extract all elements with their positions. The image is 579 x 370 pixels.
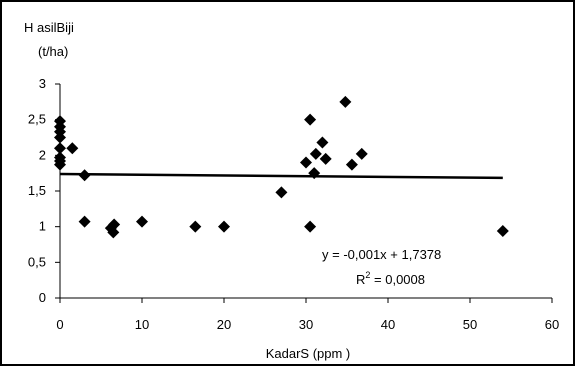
- data-points: [54, 95, 509, 239]
- x-tick-label: 50: [463, 317, 477, 332]
- y-tick-label: 2,5: [28, 112, 46, 127]
- data-point: [308, 167, 321, 180]
- y-tick-label: 3: [39, 76, 46, 91]
- x-tick-label: 0: [56, 317, 63, 332]
- y-tick-labels: 0 0,5 1 1,5 2 2,5 3: [28, 76, 46, 305]
- data-point: [54, 131, 66, 144]
- y-axis-label-line2: (t/ha): [38, 44, 68, 59]
- data-point: [218, 220, 230, 233]
- x-tick-label: 60: [545, 317, 559, 332]
- y-tick-label: 0,5: [28, 254, 46, 269]
- data-point: [136, 215, 148, 228]
- data-point: [107, 226, 120, 239]
- x-tick-label: 10: [135, 317, 149, 332]
- x-tick-label: 40: [381, 317, 395, 332]
- data-point: [275, 186, 288, 199]
- data-point: [496, 224, 509, 237]
- x-axis-label: KadarS (ppm ): [266, 346, 351, 361]
- x-tick-labels: 0 10 20 30 40 50 60: [56, 317, 559, 332]
- data-point: [309, 147, 322, 160]
- y-tick-label: 0: [39, 290, 46, 305]
- data-point: [78, 169, 91, 182]
- data-point: [54, 158, 66, 171]
- y-tick-label: 1: [39, 219, 46, 234]
- data-point: [108, 218, 121, 231]
- data-point: [78, 215, 91, 228]
- y-tick-label: 1,5: [28, 183, 46, 198]
- x-tick-label: 30: [299, 317, 313, 332]
- data-point: [319, 152, 332, 165]
- data-point: [304, 113, 317, 126]
- data-point: [304, 220, 317, 233]
- y-axis-label-line1: H asilBiji: [24, 20, 74, 35]
- data-point: [54, 142, 66, 155]
- data-point: [316, 136, 329, 149]
- x-tick-label: 20: [217, 317, 231, 332]
- trend-equation: y = -0,001x + 1,7378: [322, 247, 441, 262]
- r-squared-label: R2 = 0,0008: [356, 270, 425, 287]
- axes: [55, 83, 553, 303]
- data-point: [345, 158, 358, 171]
- data-point: [355, 147, 368, 160]
- y-tick-label: 2: [39, 147, 46, 162]
- data-point: [66, 142, 79, 155]
- data-point: [300, 156, 312, 169]
- data-point: [189, 220, 202, 233]
- data-point: [339, 95, 352, 108]
- trendline-group: [59, 172, 503, 180]
- trendline: [59, 172, 503, 180]
